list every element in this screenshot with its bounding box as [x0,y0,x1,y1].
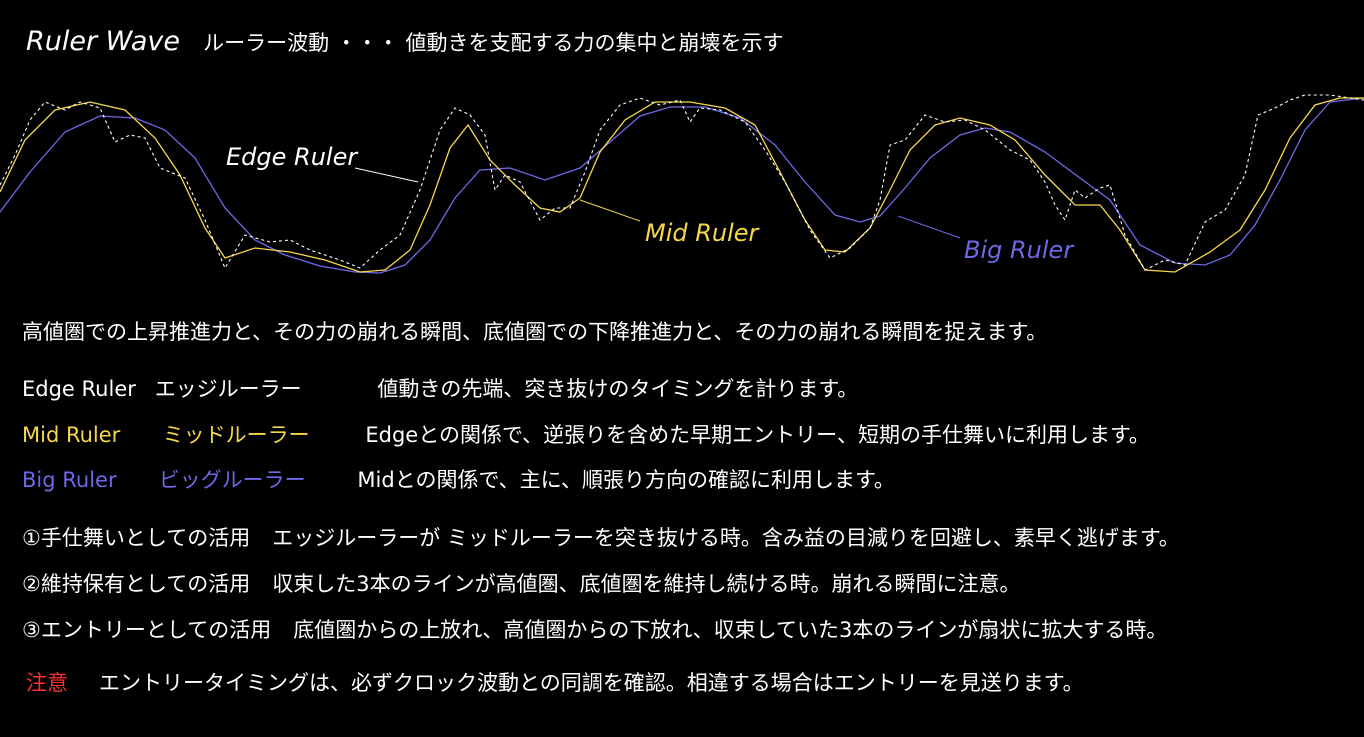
ruler-row-big: Big Ruler ビッグルーラー Midとの関係で、主に、順張り方向の確認に利… [22,464,895,494]
ruler-desc: Midとの関係で、主に、順張り方向の確認に利用します。 [357,468,895,492]
edge-ruler-label: Edge Ruler [226,143,359,171]
ruler-kana: ビッグルーラー [158,468,306,492]
mid-ruler-line [0,97,1364,273]
ruler-kana: ミッドルーラー [162,423,310,447]
usage-body: 底値圏からの上放れ、高値圏からの下放れ、収束していた3本のラインが扇状に拡大する… [293,618,1168,642]
usage-heading: ②維持保有としての活用 [22,572,251,596]
mid-ruler-label: Mid Ruler [645,219,761,247]
warning-note: 注意 エントリータイミングは、必ずクロック波動との同調を確認。相違する場合はエント… [26,667,1084,697]
page-title: Ruler Wave ルーラー波動 ・・・ 値動きを支配する力の集中と崩壊を示す [26,26,783,57]
ruler-row-mid: Mid Ruler ミッドルーラー Edgeとの関係で、逆張りを含めた早期エント… [22,419,1150,449]
title-japanese: ルーラー波動 ・・・ 値動きを支配する力の集中と崩壊を示す [203,31,784,55]
big-ruler-label: Big Ruler [964,236,1075,264]
usage-heading: ①手仕舞いとしての活用 [22,526,251,550]
ruler-wave-diagram: Edge Ruler Mid Ruler Big Ruler [0,94,1364,274]
usage-body: エッジルーラーが ミッドルーラーを突き抜ける時。含み益の目減りを回避し、素早く逃… [272,526,1180,550]
ruler-kana: エッジルーラー [154,377,302,401]
ruler-name: Big Ruler [22,468,117,492]
intro-text: 高値圏での上昇推進力と、その力の崩れる瞬間、底値圏での下降推進力と、その力の崩れ… [22,320,1048,344]
warning-heading: 注意 [26,671,68,695]
usage-heading: ③エントリーとしての活用 [22,618,272,642]
ruler-desc: 値動きの先端、突き抜けのタイミングを計ります。 [377,377,859,401]
edge-ruler-pointer [354,167,419,183]
title-english: Ruler Wave [26,26,181,57]
usage-body: 収束した3本のラインが高値圏、底値圏を維持し続ける時。崩れる瞬間に注意。 [272,572,1021,596]
big-ruler-pointer [897,215,961,239]
edge-ruler-line [0,94,1364,271]
ruler-row-edge: Edge Ruler エッジルーラー 値動きの先端、突き抜けのタイミングを計りま… [22,373,858,403]
big-ruler-line [0,97,1364,274]
ruler-name: Mid Ruler [22,423,121,447]
ruler-name: Edge Ruler [22,377,136,401]
usage-item-1: ①手仕舞いとしての活用 エッジルーラーが ミッドルーラーを突き抜ける時。含み益の目… [22,522,1180,552]
mid-ruler-pointer [579,199,641,222]
warning-body: エントリータイミングは、必ずクロック波動との同調を確認。相違する場合はエントリー… [99,671,1084,695]
usage-item-3: ③エントリーとしての活用 底値圏からの上放れ、高値圏からの下放れ、収束していた3本… [22,614,1167,644]
ruler-desc: Edgeとの関係で、逆張りを含めた早期エントリー、短期の手仕舞いに利用します。 [365,423,1150,447]
usage-item-2: ②維持保有としての活用 収束した3本のラインが高値圏、底値圏を維持し続ける時。崩れ… [22,568,1021,598]
